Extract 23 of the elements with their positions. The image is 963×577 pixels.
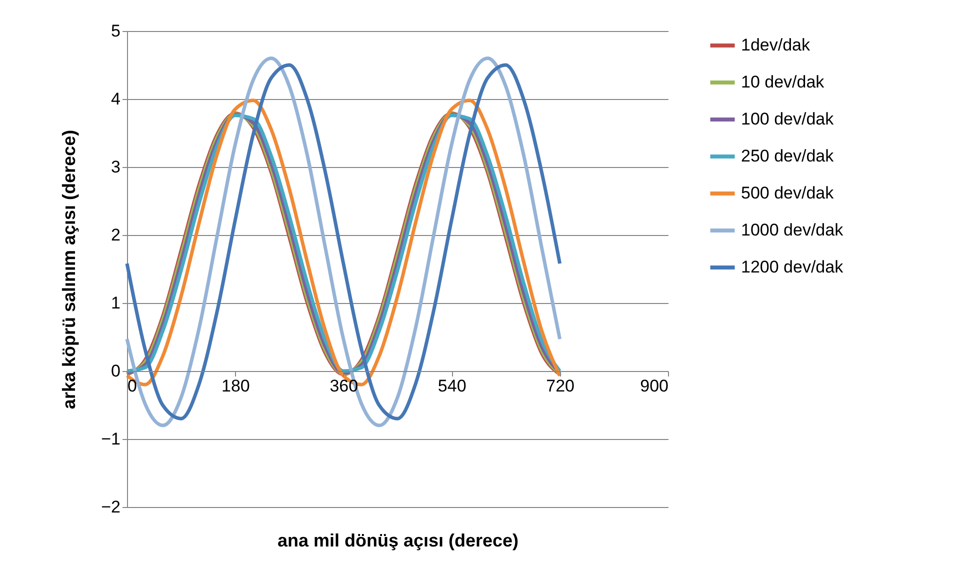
legend-label: 250 dev/dak xyxy=(741,146,834,166)
x-tick-label: 540 xyxy=(438,376,466,396)
x-tick-label: 360 xyxy=(330,376,358,396)
x-axis-title: ana mil dönüş açısı (derece) xyxy=(277,530,519,550)
legend-label: 10 dev/dak xyxy=(741,72,825,92)
y-tick-label: 4 xyxy=(111,90,120,108)
y-tick-label: −2 xyxy=(101,498,120,516)
y-axis-title: arka köprü salınım açısı (derece) xyxy=(59,130,80,410)
x-tick-label: 900 xyxy=(640,376,668,396)
legend-label: 100 dev/dak xyxy=(741,110,834,128)
x-tick-label: 180 xyxy=(222,376,250,396)
legend-label: 500 dev/dak xyxy=(741,184,834,202)
y-tick-label: −1 xyxy=(101,430,120,448)
legend-label: 1dev/dak xyxy=(741,36,810,54)
y-tick-label: 3 xyxy=(111,158,120,176)
y-tick-label: 2 xyxy=(111,226,120,244)
legend-label: 1000 dev/dak xyxy=(741,220,844,240)
y-tick-label: 5 xyxy=(111,22,120,40)
x-tick-label: 0 xyxy=(128,376,137,396)
y-tick-label: 0 xyxy=(111,362,120,380)
y-tick-label: 1 xyxy=(111,294,120,312)
x-tick-label: 720 xyxy=(546,376,574,396)
legend-label: 1200 dev/dak xyxy=(741,258,844,276)
